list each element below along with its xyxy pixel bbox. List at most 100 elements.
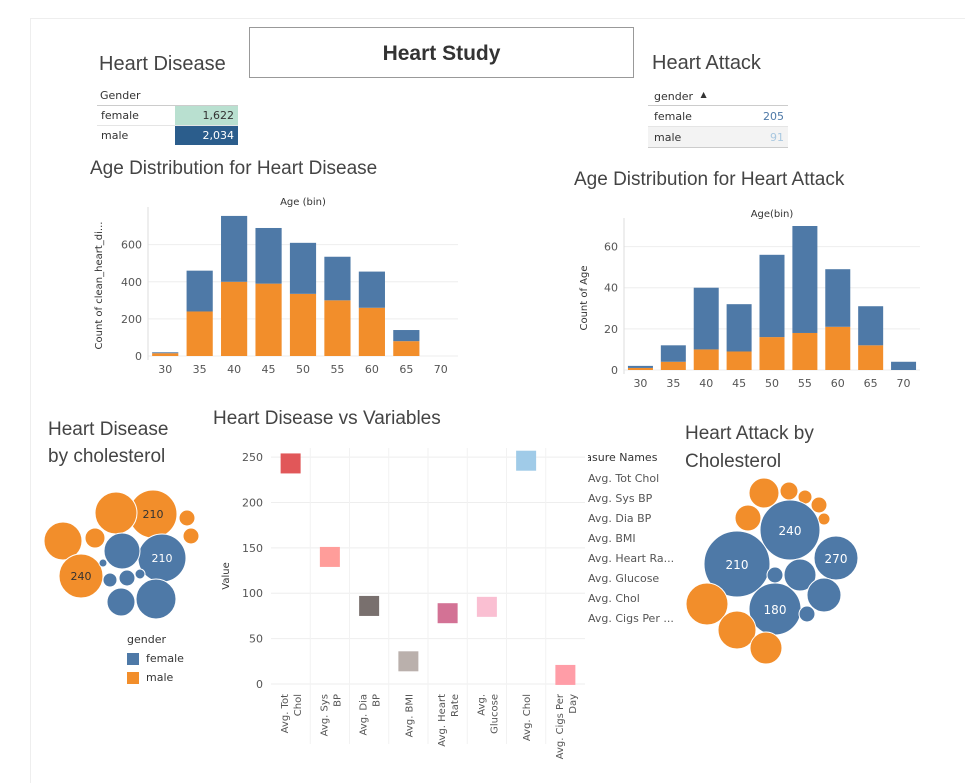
row-label: male [654,131,682,144]
bar-male [759,337,785,370]
mark-square [476,596,497,617]
bubble [84,527,106,549]
bar-male [627,367,653,370]
y-tick-label: 100 [242,587,263,600]
row-label: female [654,110,692,123]
bar-female [221,215,248,282]
table-row[interactable]: female 1,622 [97,106,238,126]
legend-label: male [146,671,174,684]
legend-item[interactable]: Avg. Dia BP [588,512,652,525]
bar-female [186,270,213,312]
bar-female [627,365,653,368]
bubble [135,578,177,620]
x-tick-label-line: Avg. BMI [404,694,415,737]
disease-vs-variables-title: Heart Disease vs Variables [213,408,441,429]
bubble [103,532,141,570]
bubble [759,499,821,561]
row-value: 1,622 [202,109,235,122]
bar-female [891,361,917,370]
bubble [766,566,784,584]
legend-item[interactable]: Avg. Cigs Per ... [588,612,674,625]
mark-square [280,453,301,474]
bubble-label: 210 [726,558,749,572]
row-value: 205 [763,110,784,123]
legend-item-female[interactable]: female [127,652,184,665]
bubble [810,496,828,514]
bar-female [825,269,851,327]
bar-male [221,281,248,356]
bar-female [393,330,420,342]
table-row[interactable]: male 2,034 [97,126,238,145]
bubble [102,572,118,588]
row-label: male [101,129,129,142]
row-value: 91 [770,131,784,144]
bubble [734,504,762,532]
bar-female [289,242,317,294]
x-tick-label: 55 [798,377,812,390]
bubble [806,577,842,613]
x-tick-label: Avg. Sys BP [319,694,343,736]
legend-item[interactable]: Avg. BMI [588,532,636,545]
bubble [134,568,146,580]
bubble [58,553,104,599]
legend-item[interactable]: Avg. Heart Ra... [588,552,675,565]
legend-item[interactable]: Avg. Sys BP [588,492,653,505]
x-tick-label-line: Avg. Heart [437,694,448,747]
legend-item-male[interactable]: male [127,671,184,684]
table-row[interactable]: female 205 [648,106,788,127]
x-tick-label: 55 [330,363,344,376]
bar-male [660,361,686,370]
x-tick-label: 40 [699,377,713,390]
legend-item[interactable]: Avg. Glucose [588,572,660,585]
x-axis-title: Age(bin) [751,209,794,220]
x-tick-label: 65 [399,363,413,376]
legend-title: gender [127,633,166,646]
table-row[interactable]: male 91 [648,127,788,148]
y-tick-label: 20 [604,323,618,336]
x-tick-label-line: Avg. Tot [280,694,291,733]
x-tick-label-line: Avg. Dia [359,694,370,735]
bar-female [726,304,752,352]
legend-item[interactable]: Avg. Chol [588,592,640,605]
y-tick-label: 250 [242,451,263,464]
x-tick-label: Avg. BMI [404,694,415,737]
x-tick-label: 30 [158,363,172,376]
x-tick-label: 70 [434,363,448,376]
attack-by-chol-bubbles: 240 210 270 180 [685,477,859,665]
x-tick-label: Avg. Heart Rate [437,694,461,747]
x-tick-label-line: Avg. Sys [319,694,330,736]
bubble-label: 240 [71,570,92,583]
x-tick-label: 50 [765,377,779,390]
mark-square [398,651,419,672]
bar-female [792,226,818,333]
bar-male [358,307,385,356]
legend-item[interactable]: Avg. Tot Chol [588,472,660,485]
bar-male [792,332,818,370]
bubble [779,481,799,501]
age-dist-disease-title: Age Distribution for Heart Disease [90,158,378,179]
x-tick-label: 70 [897,377,911,390]
x-tick-label: 45 [262,363,276,376]
y-tick-label: 200 [121,313,142,326]
x-tick-label: 35 [666,377,680,390]
bar-female [358,271,385,308]
bar-male [186,311,213,356]
attack-by-chol-title: Heart Attack by Cholesterol [685,423,814,472]
row-label: female [101,109,139,122]
y-tick-label: 0 [611,364,618,377]
bubble [178,509,196,527]
x-tick-label-line: Day [568,694,579,714]
bubble [813,535,859,581]
mark-square [437,603,458,624]
mark-square [516,450,537,471]
bar-male [152,353,179,356]
bar-female [255,227,282,284]
sort-icon[interactable]: ▲ [700,90,707,99]
x-tick-label-line: Avg. [476,694,487,716]
bubble [685,582,729,626]
mark-square [359,595,380,616]
x-tick-label-line: Avg. Cigs Per [555,693,566,759]
dashboard-title: Heart Study [382,42,501,65]
y-axis-title: Count of Age [579,265,590,330]
